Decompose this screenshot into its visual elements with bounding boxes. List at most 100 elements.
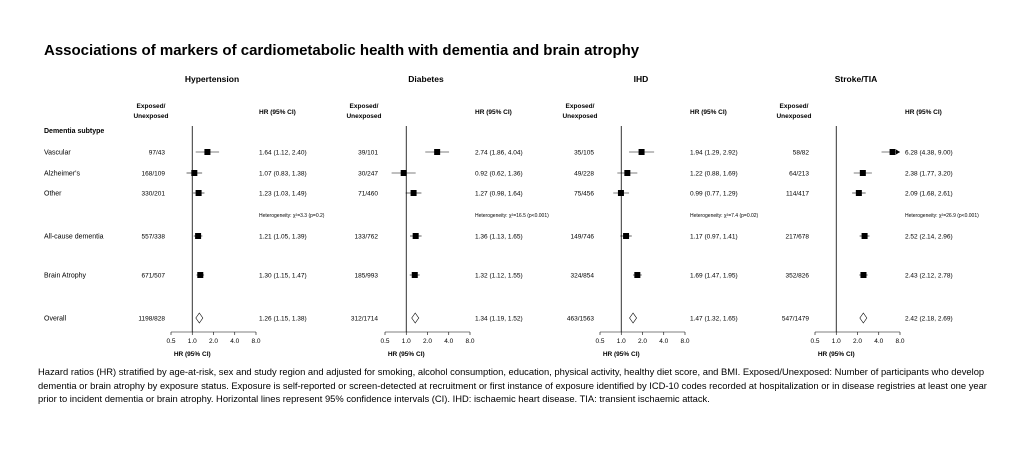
x-tick-label: 0.5: [810, 338, 819, 345]
hr-point: [204, 149, 211, 155]
hr-value: 2.38 (1.77, 3.20): [905, 171, 953, 178]
counts-header: Exposed/: [780, 103, 809, 110]
count-value: 49/228: [574, 171, 594, 178]
row-label: Alzheimer's: [44, 171, 80, 178]
hr-point: [400, 170, 407, 176]
panel-title: Diabetes: [408, 74, 444, 84]
row-label: Vascular: [44, 150, 71, 157]
hr-value: 1.30 (1.15, 1.47): [259, 273, 307, 280]
figure-caption: Hazard ratios (HR) stratified by age-at-…: [38, 366, 987, 404]
count-value: 547/1479: [782, 316, 809, 323]
counts-header: Unexposed: [346, 113, 381, 120]
hr-value: 2.42 (2.18, 2.69): [905, 316, 953, 323]
count-value: 168/109: [142, 171, 166, 178]
counts-header: Exposed/: [566, 103, 595, 110]
hr-header: HR (95% CI): [475, 109, 512, 116]
x-tick-label: 8.0: [680, 338, 689, 345]
overall-diamond: [195, 312, 204, 324]
x-tick-label: 1.0: [188, 338, 197, 345]
count-value: 1198/828: [138, 316, 165, 323]
counts-header: Unexposed: [776, 113, 811, 120]
hr-value: 1.64 (1.12, 2.40): [259, 150, 307, 157]
x-tick-label: 2.0: [853, 338, 862, 345]
hr-point: [195, 190, 202, 196]
count-value: 30/247: [358, 171, 378, 178]
heterogeneity-text: Heterogeneity: χ²=16.5 (p<0.001): [475, 213, 549, 219]
overall-diamond: [629, 312, 637, 324]
hr-value: 1.32 (1.12, 1.55): [475, 273, 523, 280]
row-label: Brain Atrophy: [44, 273, 87, 280]
count-value: 324/854: [571, 273, 595, 280]
x-tick-label: 1.0: [402, 338, 411, 345]
hr-point: [191, 170, 198, 176]
hr-point: [623, 233, 630, 239]
count-value: 149/746: [571, 234, 595, 241]
subtype-header: Dementia subtype: [44, 128, 104, 135]
hr-value: 1.34 (1.19, 1.52): [475, 316, 523, 323]
x-tick-label: 0.5: [166, 338, 175, 345]
hr-value: 1.27 (0.98, 1.64): [475, 191, 523, 198]
hr-point: [195, 233, 202, 239]
hr-value: 1.07 (0.83, 1.38): [259, 171, 307, 178]
count-value: 557/338: [142, 234, 166, 241]
hr-point: [434, 149, 441, 155]
hr-header: HR (95% CI): [905, 109, 942, 116]
counts-header: Unexposed: [562, 113, 597, 120]
row-label: Overall: [44, 316, 67, 323]
x-axis-title: HR (95% CI): [603, 351, 640, 358]
hr-point: [411, 272, 418, 278]
hr-point: [889, 149, 896, 155]
x-tick-label: 1.0: [617, 338, 626, 345]
count-value: 133/762: [355, 234, 379, 241]
count-value: 312/1714: [351, 316, 378, 323]
hr-value: 1.94 (1.29, 2.92): [690, 150, 738, 157]
row-label: All-cause dementia: [44, 234, 104, 241]
hr-value: 6.28 (4.38, 9.00): [905, 150, 953, 157]
hr-point: [410, 190, 417, 196]
count-value: 97/43: [149, 150, 166, 157]
count-value: 330/201: [142, 191, 166, 198]
row-label: Other: [44, 191, 62, 198]
hr-point: [638, 149, 645, 155]
x-tick-label: 0.5: [380, 338, 389, 345]
hr-value: 1.69 (1.47, 1.95): [690, 273, 738, 280]
hr-point: [624, 170, 631, 176]
x-axis-title: HR (95% CI): [818, 351, 855, 358]
x-tick-label: 2.0: [638, 338, 647, 345]
overall-diamond: [411, 312, 420, 324]
x-tick-label: 2.0: [423, 338, 432, 345]
x-tick-label: 0.5: [595, 338, 604, 345]
forest-plot: Dementia subtype Vascular Alzheimer's Other…: [44, 74, 979, 358]
hr-value: 2.74 (1.86, 4.04): [475, 150, 523, 157]
hr-point: [860, 272, 867, 278]
heterogeneity-text: Heterogeneity: χ²=26.9 (p<0.001): [905, 213, 979, 219]
counts-header: Exposed/: [350, 103, 379, 110]
count-value: 39/101: [358, 150, 378, 157]
count-value: 463/1563: [567, 316, 594, 323]
hr-value: 0.92 (0.62, 1.36): [475, 171, 523, 178]
count-value: 114/417: [786, 191, 809, 198]
count-value: 352/826: [786, 273, 810, 280]
hr-value: 1.47 (1.32, 1.65): [690, 316, 738, 323]
hr-value: 2.43 (2.12, 2.78): [905, 273, 953, 280]
x-axis-title: HR (95% CI): [388, 351, 425, 358]
x-tick-label: 4.0: [659, 338, 668, 345]
hr-value: 1.22 (0.88, 1.69): [690, 171, 738, 178]
count-value: 35/105: [574, 150, 594, 157]
count-value: 58/82: [793, 150, 810, 157]
count-value: 64/213: [789, 171, 809, 178]
x-tick-label: 4.0: [444, 338, 453, 345]
hr-point: [861, 233, 868, 239]
hr-point: [855, 190, 862, 196]
hr-point: [197, 272, 204, 278]
x-tick-label: 4.0: [874, 338, 883, 345]
hr-value: 2.52 (2.14, 2.96): [905, 234, 953, 241]
counts-header: Exposed/: [137, 103, 166, 110]
hr-value: 1.26 (1.15, 1.38): [259, 316, 307, 323]
hr-point: [859, 170, 866, 176]
hr-value: 2.09 (1.68, 2.61): [905, 191, 953, 198]
panel-title: Hypertension: [185, 74, 239, 84]
x-tick-label: 4.0: [230, 338, 239, 345]
count-value: 185/993: [355, 273, 379, 280]
hr-value: 1.21 (1.05, 1.39): [259, 234, 307, 241]
